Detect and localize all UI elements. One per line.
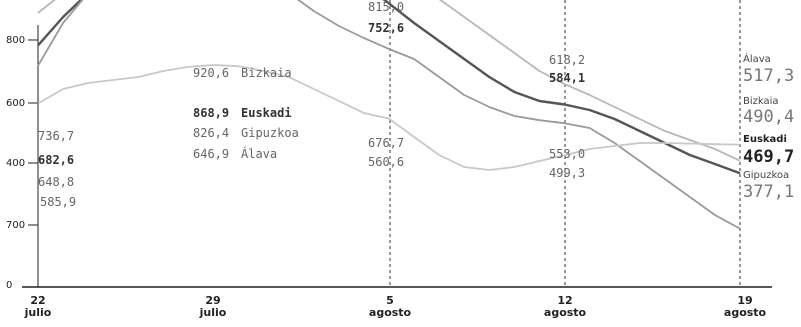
- aug5-values: 815,0 752,6 676,7 560,6: [368, 0, 404, 169]
- x-tick-day: 29: [205, 294, 220, 307]
- end-value-bizkaia: 490,4: [743, 107, 794, 127]
- start-value-alava: 585,9: [40, 195, 76, 209]
- series-line-gipuzkoa: [37, 0, 741, 230]
- aug12-value-gipuzkoa: 553,0: [549, 147, 585, 161]
- x-tick-day: 5: [386, 294, 394, 307]
- aug12-value-alava: 499,3: [549, 166, 585, 180]
- peak-label-gipuzkoa: Gipuzkoa: [241, 126, 299, 140]
- end-value-euskadi: 469,7: [743, 147, 794, 167]
- y-tick-label: 600: [6, 98, 25, 109]
- end-value-alava: 517,3: [743, 66, 794, 86]
- aug5-value-bizkaia: 815,0: [368, 0, 404, 14]
- aug12-value-euskadi: 584,1: [549, 71, 585, 85]
- series-line-alava: [37, 64, 741, 171]
- peak-value-euskadi: 868,9: [193, 106, 229, 120]
- y-tick-label: 400: [6, 158, 25, 169]
- y-tick-label: 0: [6, 280, 12, 291]
- end-label-alava: Álava: [743, 52, 771, 65]
- peak-labels: 920,6 Bizkaia 868,9 Euskadi 826,4 Gipuzk…: [193, 66, 299, 161]
- aug12-value-bizkaia: 618,2: [549, 53, 585, 67]
- peak-value-alava: 646,9: [193, 147, 229, 161]
- peak-label-bizkaia: Bizkaia: [241, 66, 292, 80]
- start-values: 736,7 682,6 648,8 585,9: [38, 129, 76, 209]
- start-value-euskadi: 682,6: [38, 153, 74, 167]
- end-label-bizkaia: Bizkaia: [743, 96, 779, 107]
- start-value-gipuzkoa: 648,8: [38, 175, 74, 189]
- x-tick-day: 12: [557, 294, 572, 307]
- peak-value-bizkaia: 920,6: [193, 66, 229, 80]
- x-ticks: 22 julio 29 julio 5 agosto 12 agosto 19 …: [24, 294, 767, 319]
- x-tick-month: julio: [199, 306, 227, 319]
- end-label-gipuzkoa: Gipuzkoa: [743, 170, 789, 181]
- peak-label-euskadi: Euskadi: [241, 106, 292, 120]
- series-line-euskadi: [37, 0, 741, 175]
- peak-label-alava: Álava: [241, 146, 277, 161]
- end-value-gipuzkoa: 377,1: [743, 182, 794, 202]
- end-label-euskadi: Euskadi: [743, 134, 787, 145]
- peak-value-gipuzkoa: 826,4: [193, 126, 229, 140]
- x-tick-day: 19: [737, 294, 752, 307]
- aug12-values: 618,2 584,1 553,0 499,3: [549, 53, 585, 180]
- start-value-bizkaia: 736,7: [38, 129, 74, 143]
- end-labels: Álava 517,3 Bizkaia 490,4 Euskadi 469,7 …: [743, 52, 794, 202]
- y-tick-label: 800: [6, 35, 25, 46]
- aug5-value-alava: 560,6: [368, 155, 404, 169]
- series-line-bizkaia: [37, 0, 741, 162]
- y-tick-label: 700: [6, 220, 25, 231]
- aug5-value-euskadi: 752,6: [368, 21, 404, 35]
- series-layer: [37, 0, 741, 230]
- x-tick-month: agosto: [724, 306, 767, 319]
- x-tick-day: 22: [30, 294, 45, 307]
- x-tick-month: julio: [24, 306, 52, 319]
- aug5-value-gipuzkoa: 676,7: [368, 136, 404, 150]
- y-ticks: 800 600 400 700 0: [6, 35, 38, 291]
- x-tick-month: agosto: [544, 306, 587, 319]
- x-tick-month: agosto: [369, 306, 412, 319]
